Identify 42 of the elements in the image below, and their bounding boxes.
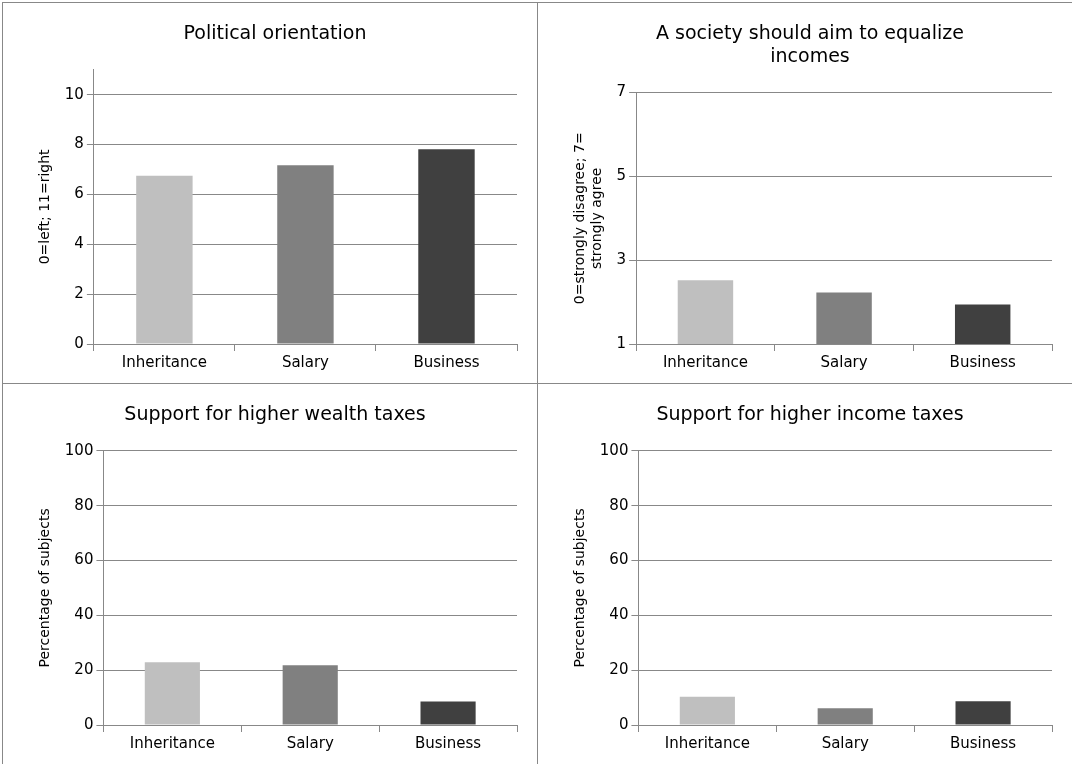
y-tick-label: 10 bbox=[64, 84, 84, 103]
x-tick-label: Salary bbox=[821, 733, 869, 752]
y-axis-title: 0=strongly disagree; 7= strongly agree bbox=[571, 132, 604, 305]
chart-title: A society should aim to equalize incomes bbox=[656, 21, 964, 67]
y-axis-title: Percentage of subjects bbox=[571, 508, 588, 668]
y-tick-label: 40 bbox=[74, 605, 94, 624]
y-tick-label: 100 bbox=[599, 440, 629, 459]
y-tick-label: 20 bbox=[74, 660, 94, 679]
x-tick-label: Inheritance bbox=[664, 733, 750, 752]
y-tick-label: 80 bbox=[609, 495, 629, 514]
y-axis-title: 0=left; 11=right bbox=[36, 148, 53, 265]
y-tick-label: 7 bbox=[616, 82, 627, 101]
x-tick-label: Salary bbox=[820, 352, 868, 371]
y-tick-label: 100 bbox=[64, 440, 94, 459]
x-tick-label: Inheritance bbox=[121, 352, 207, 371]
y-tick-label: 1 bbox=[616, 333, 627, 352]
y-tick-label: 3 bbox=[616, 250, 627, 269]
y-tick-label: 2 bbox=[74, 284, 84, 303]
x-tick-label: Salary bbox=[286, 733, 334, 752]
y-tick-label: 0 bbox=[74, 333, 84, 352]
y-tick-label: 40 bbox=[609, 605, 629, 624]
x-tick-label: Business bbox=[413, 352, 480, 371]
y-tick-label: 20 bbox=[609, 660, 629, 679]
x-tick-label: Business bbox=[949, 733, 1017, 752]
x-tick-label: Business bbox=[949, 352, 1016, 371]
y-tick-label: 5 bbox=[616, 166, 627, 185]
y-tick-label: 0 bbox=[83, 714, 94, 733]
x-tick-label: Inheritance bbox=[662, 352, 748, 371]
y-tick-label: 80 bbox=[74, 495, 94, 514]
y-tick-label: 6 bbox=[74, 184, 84, 203]
chart-title: Political orientation bbox=[183, 21, 367, 44]
y-tick-label: 4 bbox=[74, 234, 84, 253]
chart-title: Support for higher wealth taxes bbox=[124, 402, 426, 425]
y-axis-title: Percentage of subjects bbox=[36, 508, 53, 668]
y-tick-label: 8 bbox=[74, 134, 84, 153]
y-tick-label: 60 bbox=[609, 550, 629, 569]
y-tick-label: 60 bbox=[74, 550, 94, 569]
chart-title: Support for higher income taxes bbox=[656, 402, 964, 425]
x-tick-label: Business bbox=[414, 733, 482, 752]
x-tick-label: Salary bbox=[281, 352, 330, 371]
y-tick-label: 0 bbox=[618, 714, 629, 733]
x-tick-label: Inheritance bbox=[129, 733, 215, 752]
